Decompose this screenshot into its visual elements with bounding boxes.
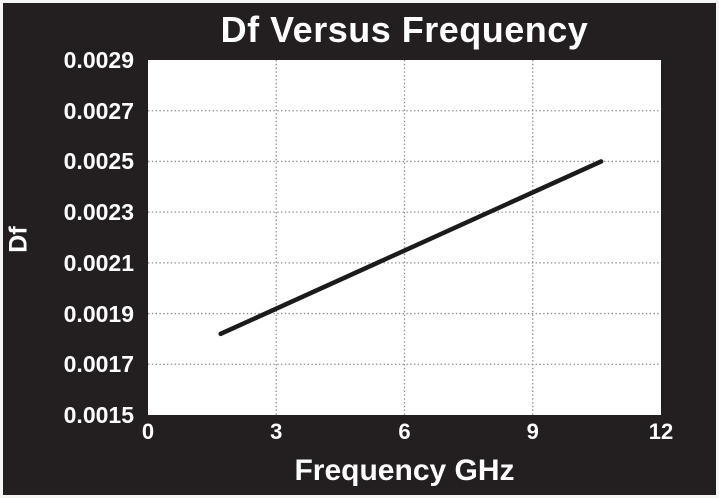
y-tick-label: 0.0019: [63, 300, 134, 327]
y-tick-label: 0.0021: [63, 249, 134, 276]
y-tick-label: 0.0029: [63, 47, 134, 73]
y-tick-label: 0.0025: [63, 148, 134, 175]
x-tick-label: 3: [270, 419, 283, 444]
plot-area: [148, 60, 661, 415]
y-tick-label: 0.0023: [63, 199, 134, 226]
y-tick-label: 0.0015: [63, 402, 134, 428]
y-axis-tick-labels: 0.0029 0.0027 0.0025 0.0023 0.0021 0.0019 0.00…: [3, 3, 134, 495]
y-tick-label: 0.0027: [63, 97, 134, 124]
y-tick-label: 0.0017: [63, 351, 134, 378]
series-line-df: [218, 159, 604, 337]
plot-canvas: [148, 60, 661, 415]
x-tick-label: 0: [141, 419, 155, 444]
x-tick-label: 12: [648, 419, 674, 444]
x-tick-label: 6: [398, 419, 411, 444]
x-tick-label: 9: [526, 419, 539, 444]
x-axis-tick-labels: 0 3 6 9 12: [3, 3, 716, 495]
chart-title: Df Versus Frequency: [220, 9, 589, 50]
x-axis-title: Frequency GHz: [294, 454, 515, 487]
